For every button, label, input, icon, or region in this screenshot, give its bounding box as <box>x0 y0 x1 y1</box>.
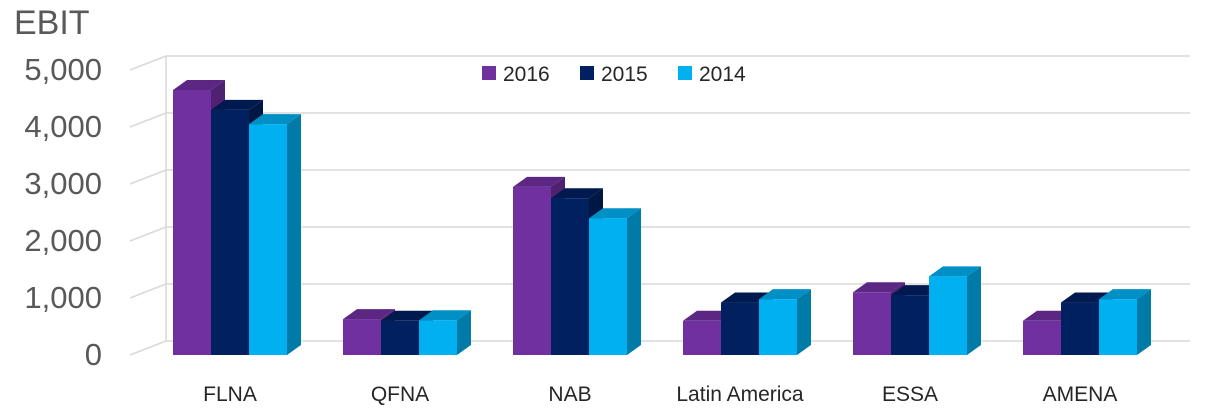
x-category-label: Latin America <box>676 383 804 406</box>
gridline <box>129 55 1190 71</box>
bar <box>929 266 981 355</box>
x-axis-categories: FLNA QFNA NAB Latin America ESSA AMENA <box>203 383 1117 406</box>
y-axis-title: EBIT <box>14 4 90 42</box>
bar <box>419 310 471 355</box>
bar <box>759 289 811 355</box>
legend-label: 2016 <box>503 63 550 86</box>
x-category-label: QFNA <box>371 383 429 406</box>
bars <box>173 79 1151 356</box>
legend-swatch <box>678 66 692 80</box>
x-category-label: FLNA <box>203 383 257 406</box>
x-category-label: NAB <box>548 383 591 406</box>
bar <box>1099 289 1151 355</box>
legend-label: 2014 <box>699 63 746 86</box>
y-tick-label: 4,000 <box>24 109 102 144</box>
legend-swatch <box>482 66 496 80</box>
y-axis-ticks: 0 1,000 2,000 3,000 4,000 5,000 <box>24 52 102 372</box>
gridline <box>129 340 1190 356</box>
y-tick-label: 1,000 <box>24 280 102 315</box>
legend-item: 2014 <box>678 63 746 86</box>
legend: 2016 2015 2014 <box>482 63 746 86</box>
legend-item: 2016 <box>482 63 550 86</box>
gridlines <box>129 55 1190 356</box>
gridline <box>129 226 1190 242</box>
y-tick-label: 0 <box>85 337 102 372</box>
legend-label: 2015 <box>601 63 648 86</box>
y-tick-label: 5,000 <box>24 52 102 87</box>
x-category-label: ESSA <box>882 383 938 406</box>
y-tick-label: 2,000 <box>24 223 102 258</box>
gridline <box>129 169 1190 185</box>
bar <box>249 114 301 356</box>
y-tick-label: 3,000 <box>24 166 102 201</box>
gridline <box>129 283 1190 299</box>
legend-swatch <box>580 66 594 80</box>
legend-item: 2015 <box>580 63 648 86</box>
x-category-label: AMENA <box>1043 383 1118 406</box>
gridline <box>129 112 1190 128</box>
bar <box>589 208 641 355</box>
